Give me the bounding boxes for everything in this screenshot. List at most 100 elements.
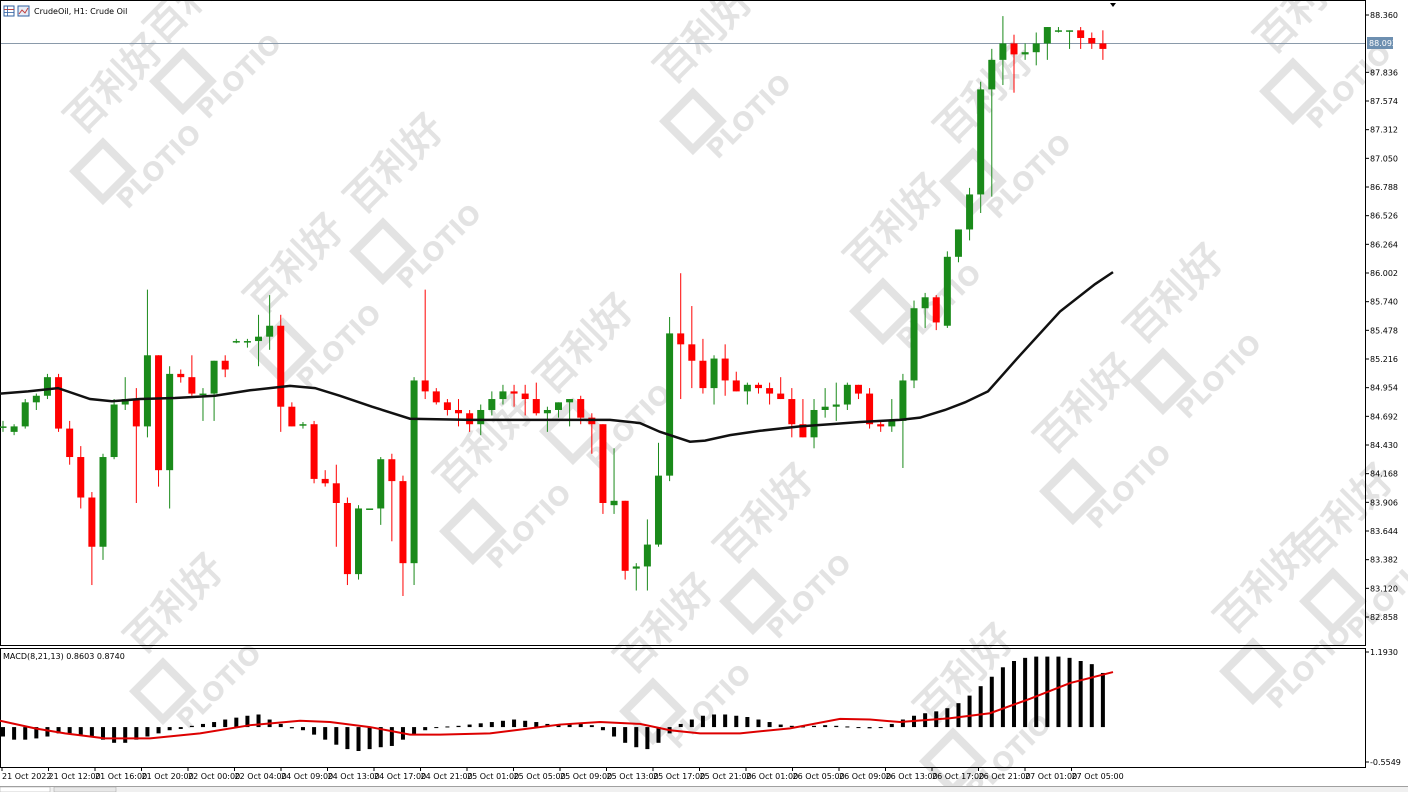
macd-tick-label: -0.5549: [1370, 758, 1401, 767]
candle-body: [777, 393, 785, 400]
time-tick-label: 21 Oct 20:00: [142, 772, 194, 781]
candle-body: [366, 508, 374, 510]
candle-body: [810, 409, 818, 438]
macd-histogram-bar: [434, 727, 439, 729]
time-tick-label: 26 Oct 17:00: [932, 772, 984, 781]
candle-body: [521, 393, 529, 400]
candle-body: [599, 424, 607, 503]
candle-body: [743, 384, 751, 392]
macd-histogram-bar: [1012, 660, 1017, 728]
chart-tab[interactable]: [0, 786, 51, 792]
time-tick-label: 24 Oct 09:00: [281, 772, 333, 781]
time-tick-label: 26 Oct 13:00: [886, 772, 938, 781]
price-tick-label: 84.168: [1370, 470, 1398, 479]
price-tick-label: 87.050: [1370, 154, 1398, 163]
candle-body: [988, 59, 996, 90]
macd-histogram-bar: [845, 726, 850, 728]
macd-histogram-bar: [234, 717, 239, 728]
macd-histogram-bar: [700, 715, 705, 728]
candle-body: [643, 544, 651, 567]
macd-histogram-bar: [367, 727, 372, 750]
watermark-cn-text: 百利好: [646, 0, 763, 93]
time-tick-label: 22 Oct 04:00: [235, 772, 287, 781]
price-tick-label: 84.692: [1370, 412, 1398, 421]
macd-histogram-bar: [989, 676, 994, 728]
candle-body: [921, 297, 929, 309]
candle-body: [732, 380, 740, 392]
candle-body: [421, 380, 429, 392]
chart-tab-2[interactable]: [53, 786, 117, 792]
macd-histogram-bar: [800, 726, 805, 728]
macd-histogram-bar: [134, 727, 139, 740]
price-tick-label: 83.382: [1370, 556, 1398, 565]
candle-body: [255, 336, 263, 342]
candle-body: [854, 384, 862, 394]
candle-body: [221, 360, 229, 370]
macd-histogram-bar: [734, 715, 739, 728]
macd-histogram-bar: [634, 727, 639, 748]
candle-body: [10, 426, 18, 432]
time-tick-label: 25 Oct 05:00: [514, 772, 566, 781]
candle-body: [999, 43, 1007, 60]
grid-icon[interactable]: [3, 5, 15, 17]
macd-histogram-bar: [145, 727, 150, 737]
candle-body: [1054, 30, 1062, 32]
candle-body: [821, 406, 829, 410]
candle-body: [1099, 43, 1107, 49]
price-tick-label: 83.644: [1370, 527, 1398, 536]
candle-body: [555, 402, 562, 410]
candle-body: [843, 384, 851, 405]
macd-histogram-bar: [512, 719, 517, 728]
candle-body: [321, 478, 329, 484]
time-tick-label: 24 Oct 21:00: [421, 772, 473, 781]
time-tick-label: 26 Oct 21:00: [979, 772, 1031, 781]
macd-histogram-bar: [456, 725, 461, 728]
candle-body: [443, 402, 451, 410]
window-icons[interactable]: [3, 5, 30, 17]
price-tick-label: 87.312: [1370, 126, 1398, 135]
macd-histogram-bar: [689, 719, 694, 728]
time-tick-label: 26 Oct 05:00: [793, 772, 845, 781]
macd-histogram-bar: [856, 727, 861, 729]
macd-histogram-bar: [223, 719, 228, 728]
macd-histogram-bar: [478, 723, 483, 728]
macd-histogram-bar: [723, 714, 728, 728]
price-tick-label: 83.906: [1370, 498, 1398, 507]
candle-body: [654, 475, 662, 545]
watermark-cn-text: 百利好: [836, 166, 953, 283]
price-marker-arrow: [1110, 3, 1116, 7]
macd-histogram-bar: [500, 720, 505, 728]
macd-histogram-bar: [712, 714, 717, 728]
macd-histogram-bar: [1056, 656, 1061, 728]
macd-histogram-bar: [56, 727, 61, 734]
candle-body: [832, 404, 840, 407]
macd-histogram-bar: [178, 727, 183, 729]
macd-histogram-bar: [1000, 667, 1005, 728]
candle-body: [566, 399, 574, 403]
macd-histogram-bar: [67, 727, 72, 734]
chart-title: CrudeOil, H1: Crude Oil: [34, 7, 127, 16]
candle-body: [577, 399, 585, 418]
price-tick-label: 86.264: [1370, 240, 1398, 249]
macd-layer: [0, 656, 1114, 751]
watermark-logo-box: [1298, 567, 1367, 636]
price-tick-label: 86.788: [1370, 183, 1398, 192]
macd-tick-label: 1.1930: [1370, 648, 1398, 657]
candle-body: [721, 358, 729, 381]
candle-body: [799, 424, 807, 438]
macd-histogram-bar: [600, 727, 605, 731]
watermark-logo-box: [248, 317, 317, 386]
watermark-logo-box: [1128, 347, 1197, 416]
candle-body: [610, 500, 618, 506]
macd-histogram-bar: [323, 727, 328, 740]
watermark-logo-box: [918, 727, 987, 792]
macd-histogram-bar: [756, 719, 761, 728]
candle-body: [977, 89, 985, 195]
main-panel-frame: [0, 0, 1366, 646]
macd-histogram-bar: [123, 727, 128, 743]
macd-histogram-bar: [23, 727, 28, 740]
watermark-cn-text: 百利好: [336, 106, 453, 223]
candle-body: [1032, 43, 1040, 53]
